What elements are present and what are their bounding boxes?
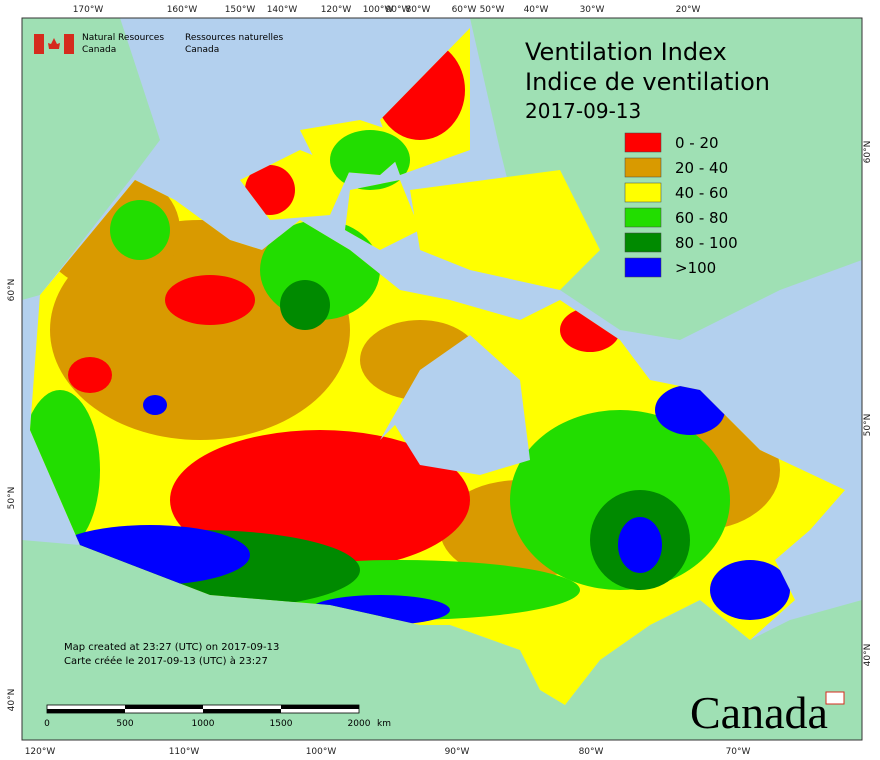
graticule-label: 120°W [25,747,56,757]
agency-fr: Ressources naturelles [185,33,284,43]
graticule-label: 80°W [406,5,431,15]
legend-swatch [624,157,662,178]
legend-label: 20 - 40 [675,159,728,177]
graticule-label: 120°W [321,5,352,15]
title: Ventilation Index [525,38,727,66]
date: 2017-09-13 [525,99,641,123]
wordmark: Canada [690,687,828,738]
note: Carte créée le 2017-09-13 (UTC) à 23:27 [64,655,268,667]
legend-label: 60 - 80 [675,209,728,227]
scale-bar [46,704,360,714]
graticule-label: 140°W [267,5,298,15]
legend-swatch [624,207,662,228]
graticule-label: 40°N [863,644,873,667]
graticule-label: 40°W [524,5,549,15]
agency-fr: Canada [185,45,219,55]
graticule-label: 60°N [863,141,873,164]
graticule-label: 90°W [386,5,411,15]
hudson-bay [380,335,530,475]
legend-label: 40 - 60 [675,184,728,202]
alaska [22,18,160,300]
map-body [22,18,862,740]
map-frame [21,17,863,741]
graticule-label: 60°W [452,5,477,15]
legend-swatch [624,182,662,203]
graticule-label: 50°N [7,487,17,510]
legend-swatch [624,257,662,278]
scale-label: 2000 [348,719,371,729]
scale-label: 1000 [192,719,215,729]
legend-swatch [624,132,662,153]
graticule-label: 110°W [169,747,200,757]
graticule-label: 50°W [480,5,505,15]
scale-label: 500 [116,719,133,729]
graticule-label: 30°W [580,5,605,15]
graticule-label: 150°W [225,5,256,15]
legend-swatch [624,232,662,253]
agency-en: Canada [82,45,116,55]
legend-label: >100 [675,259,716,277]
title: Indice de ventilation [525,68,770,96]
legend-label: 80 - 100 [675,234,738,252]
graticule-label: 20°W [676,5,701,15]
graticule-label: 160°W [167,5,198,15]
united-states [22,540,862,740]
graticule-label: 100°W [363,5,394,15]
graticule-label: 70°W [726,747,751,757]
agency-logo [34,34,74,54]
graticule-label: 80°W [579,747,604,757]
graticule-label: 90°W [445,747,470,757]
graticule-label: 170°W [73,5,104,15]
agency-en: Natural Resources [82,33,164,43]
graticule-label: 40°N [7,689,17,712]
legend-label: 0 - 20 [675,134,719,152]
graticule-label: 50°N [863,414,873,437]
wordmark-flag [825,691,845,705]
graticule-label: 100°W [306,747,337,757]
note: Map created at 23:27 (UTC) on 2017-09-13 [64,642,279,653]
scale-label: 0 [44,719,50,729]
scale-label: 1500 [270,719,293,729]
graticule-label: 60°N [7,279,17,302]
scale-unit: km [377,719,391,729]
